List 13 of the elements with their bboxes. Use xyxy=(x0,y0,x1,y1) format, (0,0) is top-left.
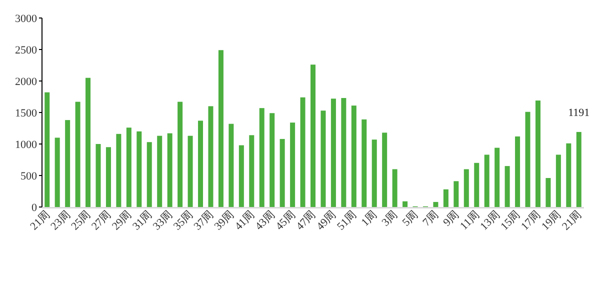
y-tick-label: 3000 xyxy=(15,13,38,25)
x-tick-label: 5周 xyxy=(400,208,420,229)
y-tick-label: 2000 xyxy=(15,76,38,88)
x-tick-label: 7周 xyxy=(420,208,441,229)
y-tick-label: 1500 xyxy=(15,108,38,120)
y-tick-label: 1000 xyxy=(15,139,38,151)
x-tick-label: 1周 xyxy=(359,208,380,229)
x-tick-label: 51周 xyxy=(334,208,360,233)
y-tick-label: 0 xyxy=(32,202,38,214)
y-tick-label: 2500 xyxy=(15,44,38,56)
y-tick-label: 500 xyxy=(20,170,38,182)
data-label: 1191 xyxy=(568,106,590,119)
x-tick-label: 3周 xyxy=(380,208,400,229)
